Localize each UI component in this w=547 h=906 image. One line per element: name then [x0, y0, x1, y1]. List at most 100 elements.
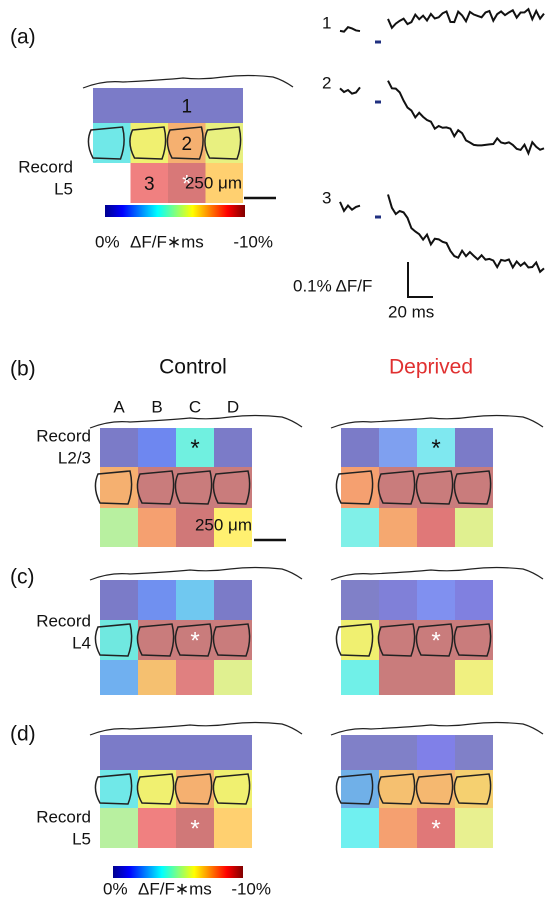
time-label: 20 ms	[388, 302, 434, 321]
grid-cell	[379, 580, 417, 620]
grid-cell	[93, 88, 131, 123]
trace	[388, 195, 544, 272]
column-label: A	[113, 397, 125, 416]
cortex-surface	[90, 416, 302, 429]
cell-label: *	[431, 815, 440, 842]
grid-cell	[100, 580, 138, 620]
grid-cell	[138, 660, 176, 695]
record-label: Record	[36, 611, 91, 630]
cortex-surface	[90, 723, 302, 736]
grid-cell	[341, 735, 379, 770]
trace	[388, 81, 544, 154]
grid-cell	[214, 735, 252, 770]
grid-cell	[455, 580, 493, 620]
cortex-surface	[331, 416, 543, 429]
cell-label: *	[431, 627, 440, 654]
grid-cell	[379, 808, 417, 848]
grid-cell	[100, 660, 138, 695]
grid-cell	[131, 88, 169, 123]
grid-cell	[100, 808, 138, 848]
record-label: L5	[72, 829, 91, 848]
grid-cell	[341, 808, 379, 848]
grid-cell	[341, 428, 379, 467]
grid-cell	[455, 735, 493, 770]
grid-cell	[214, 660, 252, 695]
colorbar	[113, 866, 243, 878]
grid-cell	[379, 508, 417, 547]
grid-cell	[138, 580, 176, 620]
grid-cell	[341, 508, 379, 547]
trace-baseline	[340, 27, 360, 31]
trace-baseline	[340, 202, 360, 211]
colorbar-max: -10%	[231, 879, 271, 898]
column-label: D	[227, 397, 239, 416]
grid-cell	[100, 428, 138, 467]
trace	[388, 9, 544, 28]
grid-cell	[138, 735, 176, 770]
colorbar-unit: ΔF/F∗ms	[138, 879, 212, 898]
cortex-surface	[331, 723, 543, 736]
colorbar-unit: ΔF/F∗ms	[130, 232, 204, 251]
grid-cell	[417, 660, 455, 695]
trace-label: 3	[322, 188, 331, 207]
record-label: Record	[18, 157, 73, 176]
grid-cell	[417, 735, 455, 770]
panel-label: (d)	[10, 723, 36, 746]
cortex-surface	[331, 568, 543, 581]
cell-label: *	[190, 627, 199, 654]
grid-cell	[138, 508, 176, 547]
trace-label: 1	[322, 13, 331, 32]
cell-label: 3	[144, 174, 155, 195]
grid-cell	[455, 660, 493, 695]
column-label: C	[189, 397, 201, 416]
panel-label: (c)	[10, 566, 35, 589]
condition-title: Deprived	[389, 356, 473, 379]
grid-cell	[138, 428, 176, 467]
grid-cell	[138, 808, 176, 848]
cell-label: *	[431, 435, 440, 462]
grid-cell	[341, 660, 379, 695]
amplitude-label: 0.1% ΔF/F	[293, 276, 372, 295]
trace-label: 2	[322, 73, 331, 92]
grid-cell	[455, 428, 493, 467]
grid-cell	[176, 660, 214, 695]
record-label: Record	[36, 426, 91, 445]
grid-cell	[100, 508, 138, 547]
grid-cell	[455, 808, 493, 848]
panel-label: (b)	[10, 358, 36, 381]
grid-cell	[417, 580, 455, 620]
grid-cell	[100, 735, 138, 770]
record-label: L4	[72, 633, 91, 652]
grid-cell	[379, 428, 417, 467]
record-label: Record	[36, 807, 91, 826]
colorbar-max: -10%	[233, 232, 273, 251]
condition-title: Control	[159, 356, 227, 379]
trace-baseline	[340, 87, 360, 93]
record-label: L5	[54, 179, 73, 198]
grid-cell	[379, 735, 417, 770]
record-label: L2/3	[58, 448, 91, 467]
grid-cell	[176, 580, 214, 620]
grid-cell	[206, 88, 244, 123]
grid-cell	[214, 428, 252, 467]
cell-label: *	[190, 435, 199, 462]
colorbar	[105, 205, 245, 217]
grid-cell	[214, 580, 252, 620]
panel-label: (a)	[10, 26, 36, 49]
grid-cell	[214, 808, 252, 848]
colorbar-min: 0%	[95, 232, 120, 251]
grid-cell	[176, 735, 214, 770]
column-label: B	[151, 397, 162, 416]
grid-cell	[455, 508, 493, 547]
scale-label: 250 μm	[195, 515, 252, 534]
grid-cell	[341, 580, 379, 620]
cortex-surface	[90, 568, 302, 581]
scale-label: 250 μm	[185, 173, 242, 192]
grid-cell	[379, 660, 417, 695]
cortex-surface	[83, 76, 293, 89]
cell-label: 1	[181, 97, 192, 118]
cell-label: *	[190, 815, 199, 842]
colorbar-min: 0%	[103, 879, 128, 898]
trace-scale-bar	[408, 262, 433, 297]
